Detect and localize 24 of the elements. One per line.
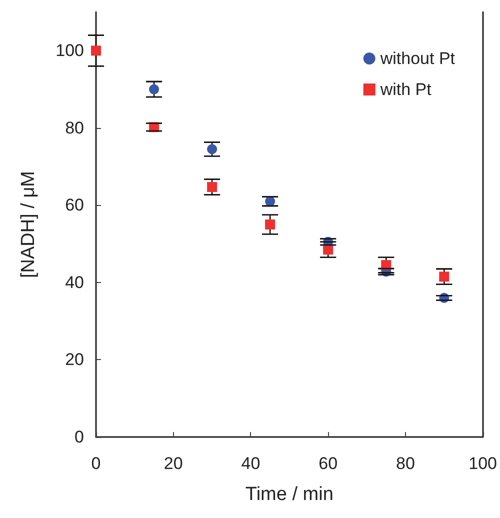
point (439, 272, 450, 282)
x-tick-label: 0 (91, 454, 101, 473)
legend-label: without Pt (379, 49, 456, 68)
x-tick-label: 100 (468, 454, 498, 473)
y-tick-label: 40 (65, 272, 84, 292)
x-axis-title: Time / min (245, 484, 334, 505)
point (381, 260, 392, 270)
y-tick-label: 60 (65, 196, 84, 215)
y-tick-label: 100 (56, 41, 84, 60)
legend-label: with Pt (379, 80, 432, 99)
x-tick-label: 80 (396, 454, 415, 473)
point (149, 84, 160, 94)
point (323, 244, 334, 255)
x-tick-label: 20 (164, 454, 183, 473)
y-tick-label: 20 (65, 350, 84, 370)
y-tick-label: 0 (74, 428, 84, 446)
x-tick-label: 60 (318, 454, 338, 473)
point (207, 144, 218, 154)
point (265, 220, 276, 230)
point (91, 46, 101, 56)
y-tick-label: 80 (65, 118, 84, 138)
x-tick-label: 40 (241, 454, 260, 473)
y-axis-title: [NADH] / μM (18, 170, 39, 278)
point (207, 182, 218, 192)
